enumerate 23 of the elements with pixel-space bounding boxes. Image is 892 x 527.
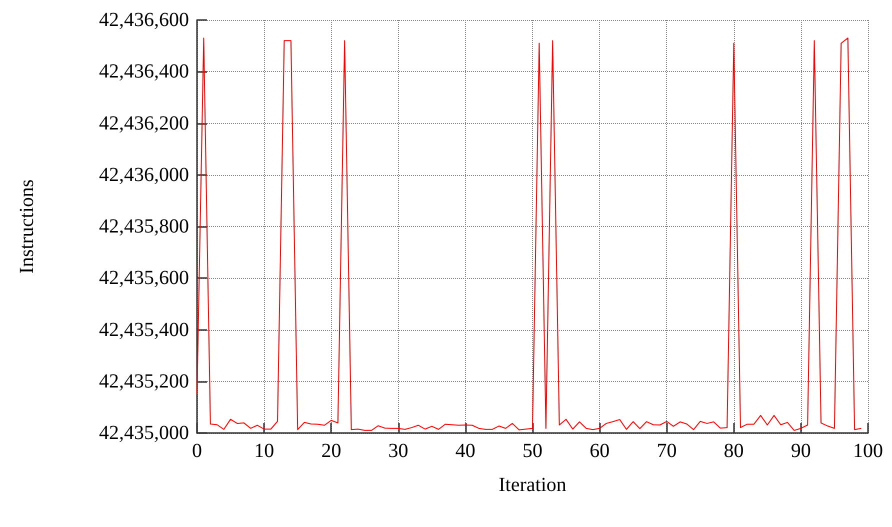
y-tick-label: 42,435,600 — [99, 267, 189, 290]
x-tick-label: 60 — [590, 440, 610, 462]
y-axis-title: Instructions — [16, 179, 38, 274]
x-tick-label: 40 — [455, 440, 476, 462]
y-tick-label: 42,436,600 — [99, 9, 189, 31]
x-tick-label: 0 — [192, 440, 202, 462]
y-tick-label: 42,436,200 — [99, 112, 189, 134]
y-tick-label: 42,435,000 — [99, 422, 189, 444]
x-tick-label: 70 — [656, 440, 677, 462]
y-tick-label: 42,435,200 — [99, 370, 189, 392]
y-tick-label: 42,436,400 — [99, 60, 189, 83]
x-tick-label: 30 — [388, 440, 408, 462]
x-tick-label: 10 — [254, 440, 274, 462]
line-series — [196, 38, 862, 431]
x-tick-label: 20 — [321, 440, 342, 462]
x-tick-label: 100 — [853, 440, 883, 462]
y-tick-label: 42,436,000 — [99, 164, 189, 186]
y-tick-label: 42,435,800 — [99, 216, 189, 238]
x-tick-label: 90 — [790, 440, 811, 462]
x-tick-label: 50 — [522, 440, 542, 462]
x-axis-title: Iteration — [498, 474, 566, 496]
y-tick-label: 42,435,400 — [99, 318, 189, 341]
x-tick-label: 80 — [724, 440, 744, 462]
